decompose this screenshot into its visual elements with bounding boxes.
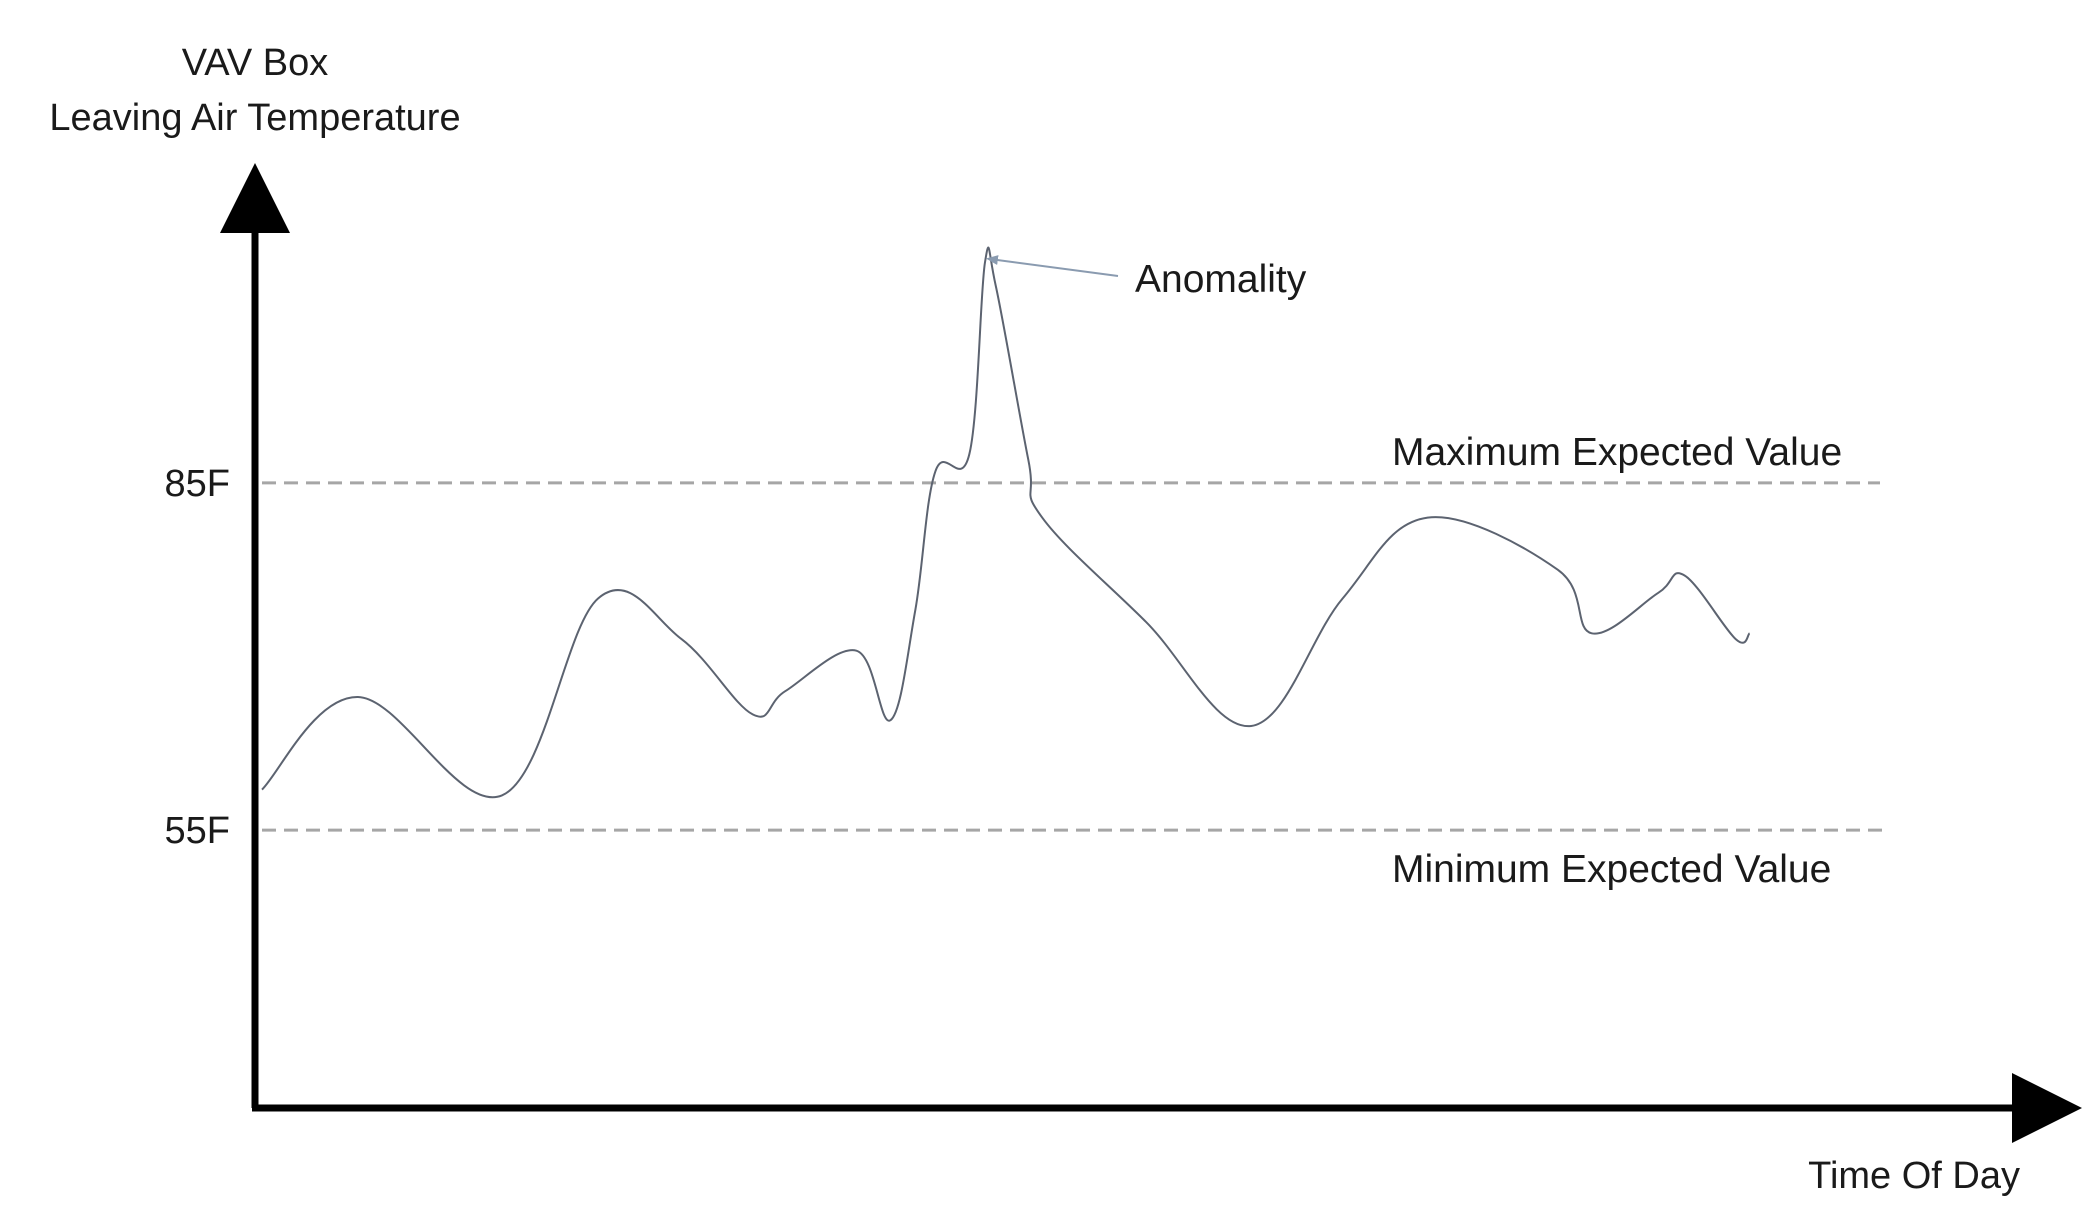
maximum-expected-label: Maximum Expected Value <box>1392 431 1842 474</box>
y-axis-label-line-1: VAV Box <box>182 42 328 84</box>
y-tick-label-85: 85F <box>165 463 230 505</box>
anomaly-label: Anomality <box>1135 258 1307 301</box>
minimum-expected-label: Minimum Expected Value <box>1392 848 1831 891</box>
x-axis-label: Time Of Day <box>1808 1155 2020 1197</box>
y-axis-label-line-2: Leaving Air Temperature <box>49 97 460 139</box>
anomaly-pointer-arrow <box>985 255 1119 277</box>
temperature-series-line <box>261 246 1751 799</box>
y-tick-label-55: 55F <box>165 810 230 852</box>
